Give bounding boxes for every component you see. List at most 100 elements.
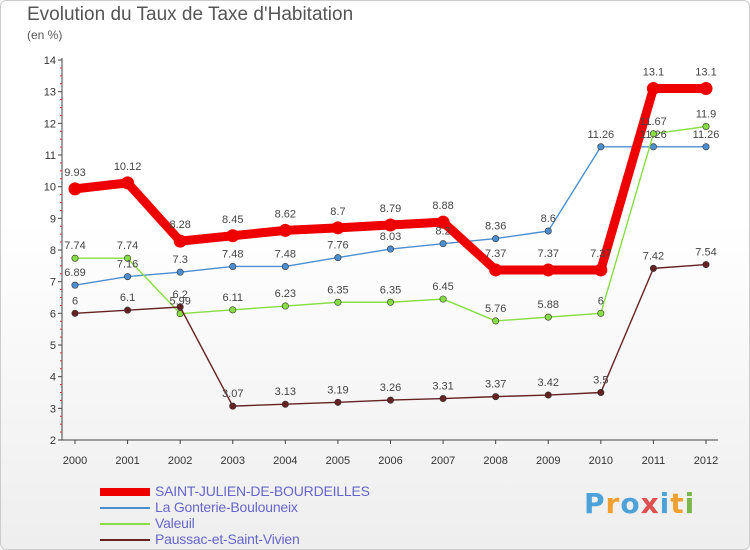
y-tick-label: 5 <box>50 340 56 352</box>
x-tick-label: 2008 <box>483 455 507 467</box>
data-point <box>492 235 500 243</box>
y-tick-label: 8 <box>50 245 56 257</box>
data-point <box>281 262 289 270</box>
data-point <box>541 263 555 277</box>
data-point <box>229 262 237 270</box>
data-point <box>439 395 447 403</box>
x-tick-label: 2010 <box>589 455 613 467</box>
data-point <box>649 130 657 138</box>
data-label: 3.26 <box>380 382 401 394</box>
data-label: 3.37 <box>485 379 506 391</box>
data-point <box>492 393 500 401</box>
data-point <box>597 143 605 151</box>
y-tick-label: 14 <box>44 55 56 67</box>
data-point <box>544 313 552 321</box>
data-point <box>281 400 289 408</box>
data-point <box>176 303 184 311</box>
data-label: 8.28 <box>169 219 190 231</box>
data-point <box>702 261 710 269</box>
logo-letter: o <box>620 487 641 520</box>
data-label: 7.76 <box>327 240 348 252</box>
logo-letter: x <box>640 487 660 520</box>
x-tick-label: 2002 <box>168 455 192 467</box>
data-point <box>699 82 713 95</box>
data-point <box>594 263 608 277</box>
data-point <box>121 176 135 190</box>
y-tick-label: 4 <box>50 372 56 384</box>
legend-label: Paussac-et-Saint-Vivien <box>155 531 300 547</box>
data-point <box>646 82 660 95</box>
legend-label: Valeuil <box>155 515 195 531</box>
legend-label: La Gonterie-Boulouneix <box>155 499 298 515</box>
data-label: 5.88 <box>538 299 559 311</box>
data-label: 9.93 <box>64 167 85 179</box>
data-label: 5.99 <box>169 296 190 308</box>
data-label: 8.03 <box>380 231 401 243</box>
data-label: 7.42 <box>643 250 664 262</box>
data-label: 3.5 <box>593 375 608 387</box>
data-label: 8.45 <box>222 214 243 226</box>
y-tick-label: 9 <box>50 213 56 225</box>
data-point <box>71 281 79 289</box>
data-point <box>278 223 292 237</box>
data-label: 6.23 <box>275 288 296 300</box>
data-label: 3.19 <box>327 384 348 396</box>
x-tick-label: 2004 <box>273 455 297 467</box>
data-label: 11.26 <box>640 129 667 141</box>
data-label: 8.36 <box>485 221 506 233</box>
data-point <box>124 254 132 262</box>
x-tick-label: 2011 <box>642 455 666 467</box>
legend-swatch <box>100 488 150 496</box>
data-label: 7.37 <box>485 248 506 260</box>
data-label: 11.9 <box>696 109 717 121</box>
data-label: 7.54 <box>695 247 716 259</box>
y-tick-label: 11 <box>45 150 56 162</box>
data-point <box>334 254 342 262</box>
x-tick-label: 2012 <box>694 455 718 467</box>
data-label: 13.1 <box>695 67 716 79</box>
data-point <box>71 254 79 262</box>
data-label: 10.12 <box>114 161 142 173</box>
y-tick-label: 3 <box>50 403 56 415</box>
logo-letter: P <box>584 487 606 520</box>
legend-swatch <box>100 507 150 509</box>
x-tick-label: 2006 <box>378 455 402 467</box>
data-label: 7.37 <box>538 248 559 260</box>
legend-swatch <box>100 539 150 541</box>
data-label: 7.74 <box>64 240 85 252</box>
data-label: 11.26 <box>587 129 614 141</box>
y-tick-label: 6 <box>50 308 56 320</box>
x-tick-label: 2009 <box>536 455 560 467</box>
data-point <box>597 388 605 396</box>
data-label: 8.6 <box>541 213 556 225</box>
data-point <box>649 143 657 151</box>
data-label: 6.2 <box>173 289 188 301</box>
data-label: 6.35 <box>327 284 348 296</box>
data-point <box>439 295 447 303</box>
series-line-1 <box>74 146 707 286</box>
data-point <box>173 234 187 248</box>
x-tick-label: 2005 <box>326 455 350 467</box>
data-point <box>649 264 657 272</box>
data-point <box>489 263 503 277</box>
x-tick-label: 2003 <box>221 455 245 467</box>
y-tick-label: 13 <box>44 87 56 99</box>
data-label: 7.74 <box>117 240 138 252</box>
data-label: 8.62 <box>275 208 296 220</box>
data-label: 6 <box>598 295 604 307</box>
data-label: 6.1 <box>120 292 135 304</box>
legend-swatch <box>100 523 150 525</box>
data-label: 7.48 <box>222 248 243 260</box>
data-label: 6.89 <box>64 267 85 279</box>
y-tick-label: 7 <box>50 277 56 289</box>
data-point <box>386 245 394 253</box>
chart-title: Evolution du Taux de Taxe d'Habitation <box>27 4 354 25</box>
data-point <box>702 123 710 131</box>
data-point <box>702 143 710 151</box>
x-tick-label: 2000 <box>63 455 87 467</box>
data-label: 7.37 <box>590 248 611 260</box>
data-point <box>124 306 132 314</box>
logo-letter: i <box>659 487 671 520</box>
data-label: 11.26 <box>693 129 720 141</box>
data-point <box>281 302 289 310</box>
